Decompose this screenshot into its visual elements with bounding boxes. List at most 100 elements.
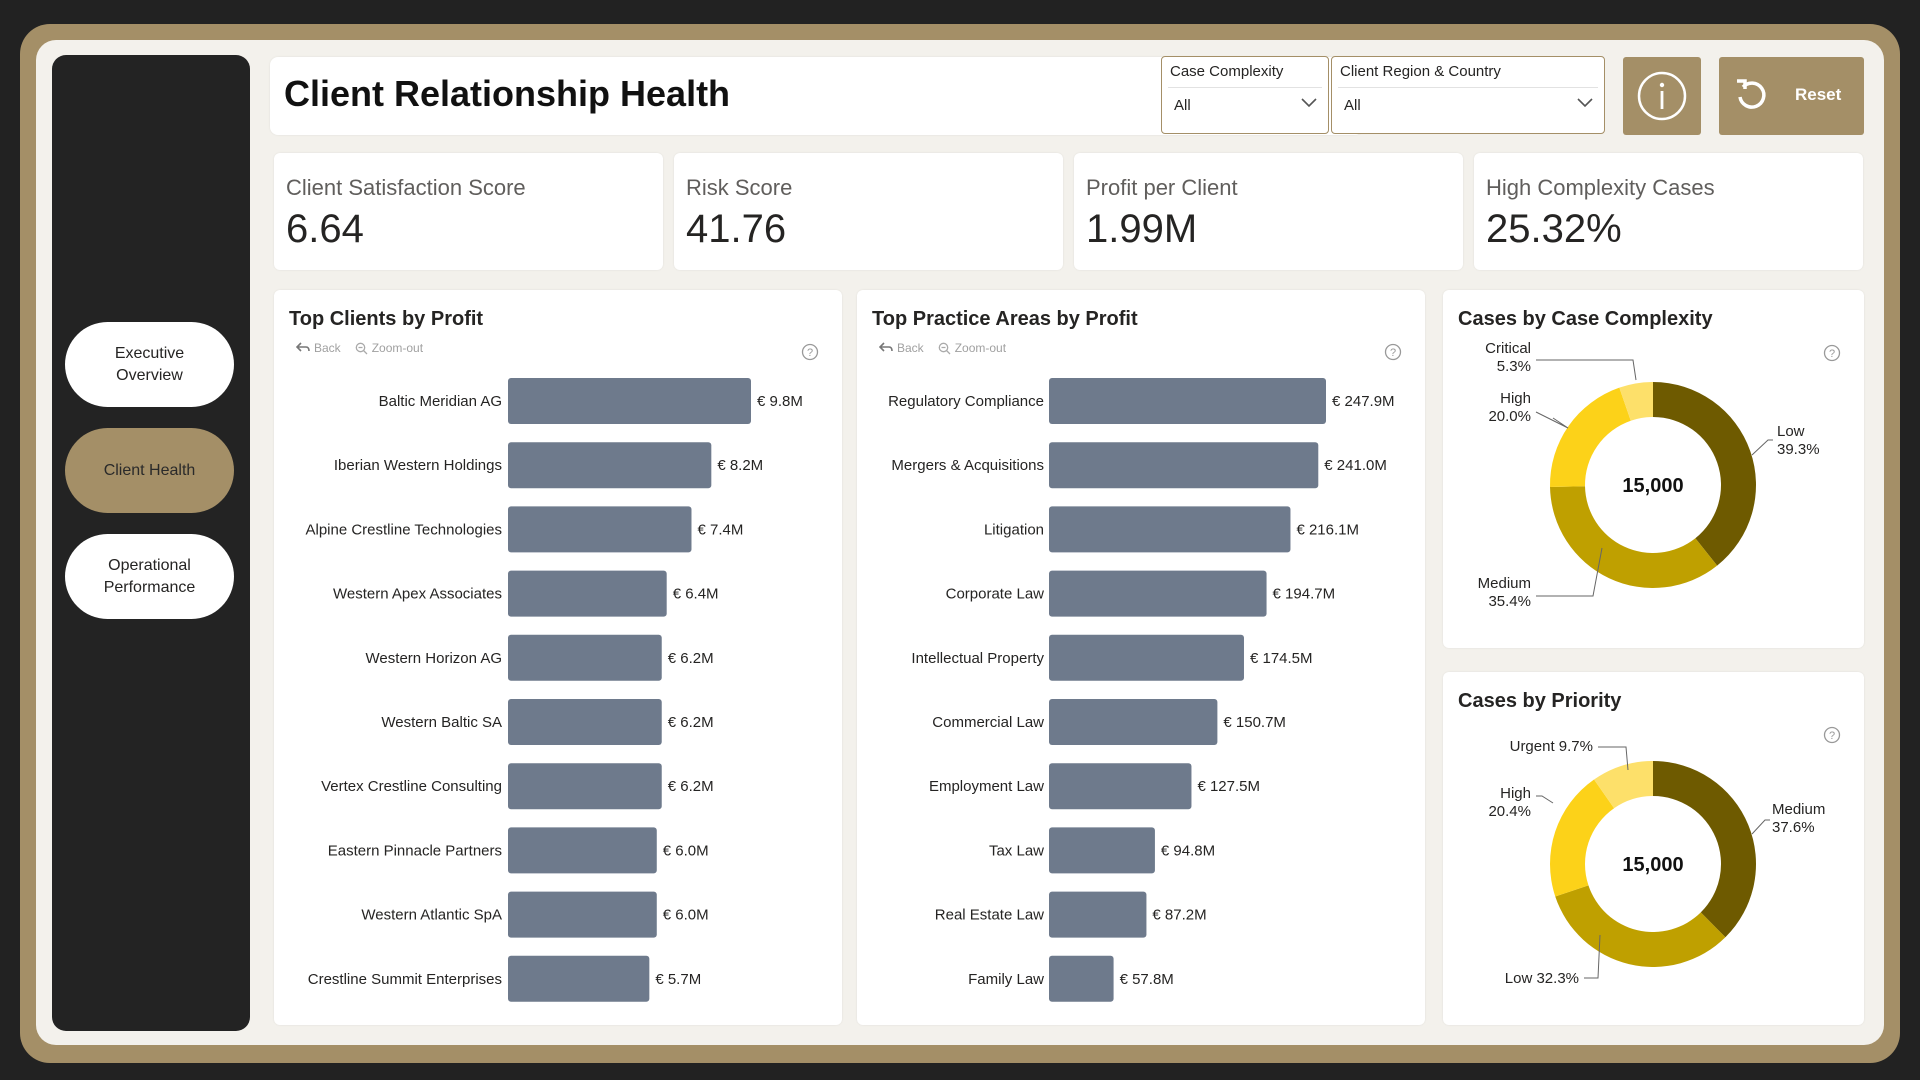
zoom-out-icon — [938, 342, 951, 354]
donut-slice[interactable] — [1653, 382, 1756, 566]
bar[interactable] — [1049, 699, 1218, 745]
kpi-label: Client Satisfaction Score — [286, 175, 526, 200]
data-label: € 6.2M — [668, 650, 714, 667]
slicer-value: All — [1174, 97, 1191, 114]
slicer-divider — [1168, 87, 1322, 88]
bar[interactable] — [508, 442, 712, 489]
data-label: € 174.5M — [1250, 650, 1313, 667]
zoom-out-button[interactable]: Zoom-out — [355, 341, 423, 355]
category-label: Iberian Western Holdings — [334, 457, 502, 474]
back-arrow-icon — [879, 342, 893, 352]
nav-executive-overview[interactable]: Executive Overview — [65, 322, 234, 407]
leader-line — [1535, 411, 1569, 429]
bar[interactable] — [508, 891, 657, 938]
data-label: € 150.7M — [1223, 714, 1286, 731]
page-title: Client Relationship Health — [284, 73, 731, 114]
bar[interactable] — [508, 699, 662, 745]
back-arrow-icon — [296, 342, 310, 352]
bar[interactable] — [1049, 891, 1147, 938]
bar[interactable] — [508, 827, 657, 874]
back-label: Back — [314, 341, 341, 355]
bar[interactable] — [1049, 570, 1267, 617]
zoom-out-button[interactable]: Zoom-out — [938, 341, 1006, 355]
donut-chart-svg: Low 39.3% Medium 35.4% High 20.0% Critical 5.3%… — [1478, 340, 1820, 610]
nav-operational-performance[interactable]: Operational Performance — [65, 534, 234, 619]
leader-line — [1584, 934, 1601, 979]
chevron-down-icon[interactable] — [1300, 93, 1318, 111]
slicer-label: Client Region & Country — [1340, 63, 1501, 80]
donut-slice[interactable] — [1594, 761, 1653, 809]
back-button[interactable]: Back — [296, 341, 341, 355]
chart-title: Top Practice Areas by Profit — [872, 308, 1138, 330]
bar[interactable] — [1049, 506, 1291, 553]
category-label: Mergers & Acquisitions — [891, 457, 1044, 474]
category-label: Employment Law — [929, 778, 1044, 795]
reset-button[interactable]: Reset — [1719, 57, 1864, 135]
donut-slice[interactable] — [1653, 761, 1756, 938]
donut-slice[interactable] — [1550, 779, 1615, 897]
help-icon[interactable]: ? — [801, 343, 819, 361]
reset-label: Reset — [1795, 85, 1842, 104]
bar[interactable] — [508, 506, 692, 553]
bar[interactable] — [508, 634, 662, 681]
donut-slice[interactable] — [1555, 885, 1726, 967]
help-icon[interactable]: ? — [1823, 726, 1841, 744]
svg-text:?: ? — [1829, 348, 1835, 360]
slice-label: Urgent 9.7% — [1510, 738, 1593, 755]
help-icon[interactable]: ? — [1384, 343, 1402, 361]
bar[interactable] — [508, 955, 650, 1002]
cases-by-complexity-chart: Cases by Case Complexity ? Low 39.3% Mediu… — [1443, 290, 1864, 648]
top-clients-chart: Top Clients by Profit Back Zoom-out ? Ba… — [274, 290, 842, 1025]
bar-chart-svg: Regulatory Compliance € 247.9M Mergers & A… — [888, 378, 1395, 1002]
kpi-value: 41.76 — [686, 207, 787, 251]
top-practice-areas-chart: Top Practice Areas by Profit Back Zoom-o… — [857, 290, 1425, 1025]
kpi-value: 1.99M — [1086, 207, 1198, 251]
category-label: Litigation — [984, 521, 1044, 538]
bar[interactable] — [508, 378, 751, 424]
info-button[interactable] — [1623, 57, 1701, 135]
back-label: Back — [897, 341, 924, 355]
kpi-label: Profit per Client — [1086, 175, 1238, 200]
bar[interactable] — [1049, 763, 1192, 810]
bar[interactable] — [1049, 827, 1155, 874]
data-label: € 8.2M — [717, 457, 763, 474]
nav-client-health[interactable]: Client Health — [65, 428, 234, 513]
donut-center-label: 15,000 — [1622, 854, 1683, 876]
donut-center-label: 15,000 — [1622, 475, 1683, 497]
leader-line — [1536, 547, 1603, 597]
donut-slice[interactable] — [1619, 382, 1653, 421]
back-button[interactable]: Back — [879, 341, 924, 355]
donut-slice[interactable] — [1550, 387, 1631, 487]
bar[interactable] — [1049, 378, 1326, 424]
bar-chart-svg: Baltic Meridian AG € 9.8M Iberian Western … — [305, 378, 803, 1002]
donut-slice[interactable] — [1550, 486, 1718, 588]
chart-title: Cases by Case Complexity — [1458, 308, 1713, 330]
data-label: € 6.2M — [668, 714, 714, 731]
bar[interactable] — [1049, 955, 1114, 1002]
info-icon — [1637, 71, 1687, 121]
data-label: € 194.7M — [1273, 586, 1336, 603]
chart-title: Top Clients by Profit — [289, 308, 484, 330]
bar[interactable] — [508, 570, 667, 617]
bar[interactable] — [508, 763, 662, 810]
help-icon[interactable]: ? — [1823, 344, 1841, 362]
cases-by-priority-chart: Cases by Priority ? Medium 37.6% Low 32.3%… — [1443, 672, 1864, 1025]
chevron-down-icon[interactable] — [1576, 93, 1594, 111]
category-label: Regulatory Compliance — [888, 393, 1044, 410]
category-label: Western Baltic SA — [381, 714, 502, 731]
donut-chart-svg: Medium 37.6% Low 32.3% High 20.4% Urgent 9.7%… — [1488, 738, 1825, 987]
kpi-card-satisfaction: Client Satisfaction Score 6.64 — [274, 153, 663, 270]
drill-toolbar: Back Zoom-out — [296, 341, 437, 355]
data-label: € 6.0M — [663, 907, 709, 924]
slice-label: Low 39.3% — [1777, 423, 1820, 458]
data-label: € 7.4M — [697, 521, 743, 538]
category-label: Tax Law — [989, 842, 1044, 859]
category-label: Eastern Pinnacle Partners — [328, 842, 502, 859]
bar[interactable] — [1049, 442, 1319, 489]
zoom-out-icon — [355, 342, 368, 354]
client-region-slicer[interactable]: Client Region & Country All — [1331, 56, 1605, 134]
bar[interactable] — [1049, 634, 1244, 681]
svg-text:?: ? — [1390, 347, 1396, 359]
kpi-label: Risk Score — [686, 175, 793, 200]
case-complexity-slicer[interactable]: Case Complexity All — [1161, 56, 1329, 134]
